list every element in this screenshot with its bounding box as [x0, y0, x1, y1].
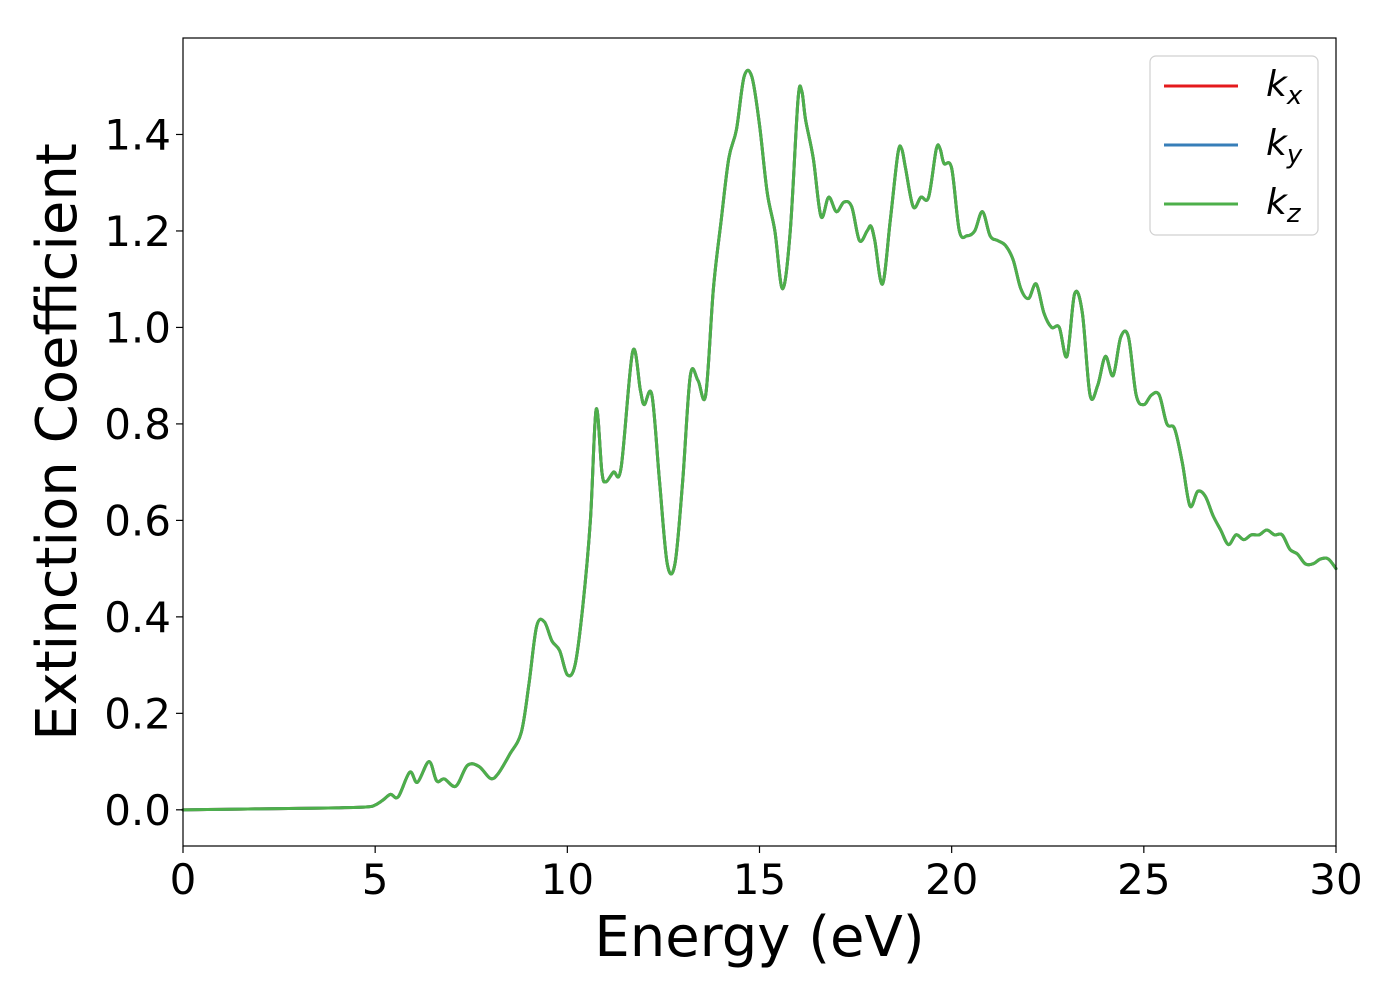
y-axis-label: Extinction Coefficient: [25, 143, 90, 741]
series-line-kz: [181, 68, 1338, 812]
x-axis-label: Energy (eV): [594, 905, 924, 970]
y-axis-ticks: 0.0 0.2 0.4 0.6 0.8 1.0 1.2 1.4: [104, 110, 183, 835]
legend: kx ky kz: [1149, 55, 1319, 236]
legend-entries: kx ky kz: [1164, 64, 1303, 229]
y-tick-label: 0.6: [104, 496, 171, 545]
series-layer: [181, 68, 1338, 812]
x-tick-label: 25: [1117, 855, 1170, 904]
x-tick-label: 5: [362, 855, 389, 904]
legend-label-ky: ky: [1266, 123, 1303, 170]
y-tick-label: 1.0: [104, 303, 171, 352]
y-tick-label: 0.8: [104, 400, 171, 449]
x-tick-label: 15: [733, 855, 786, 904]
x-tick-label: 0: [170, 855, 197, 904]
y-tick-label: 1.2: [104, 207, 171, 256]
y-tick-label: 0.0: [104, 786, 171, 835]
x-tick-label: 20: [925, 855, 978, 904]
legend-label-kz: kz: [1266, 182, 1302, 229]
legend-label-kx: kx: [1266, 64, 1303, 111]
y-tick-label: 1.4: [104, 110, 171, 159]
x-tick-label: 30: [1309, 855, 1362, 904]
x-tick-label: 10: [541, 855, 594, 904]
y-tick-label: 0.4: [104, 593, 171, 642]
x-axis-ticks: 0 5 10 15 20 25 30: [170, 846, 1363, 904]
y-tick-label: 0.2: [104, 689, 171, 738]
